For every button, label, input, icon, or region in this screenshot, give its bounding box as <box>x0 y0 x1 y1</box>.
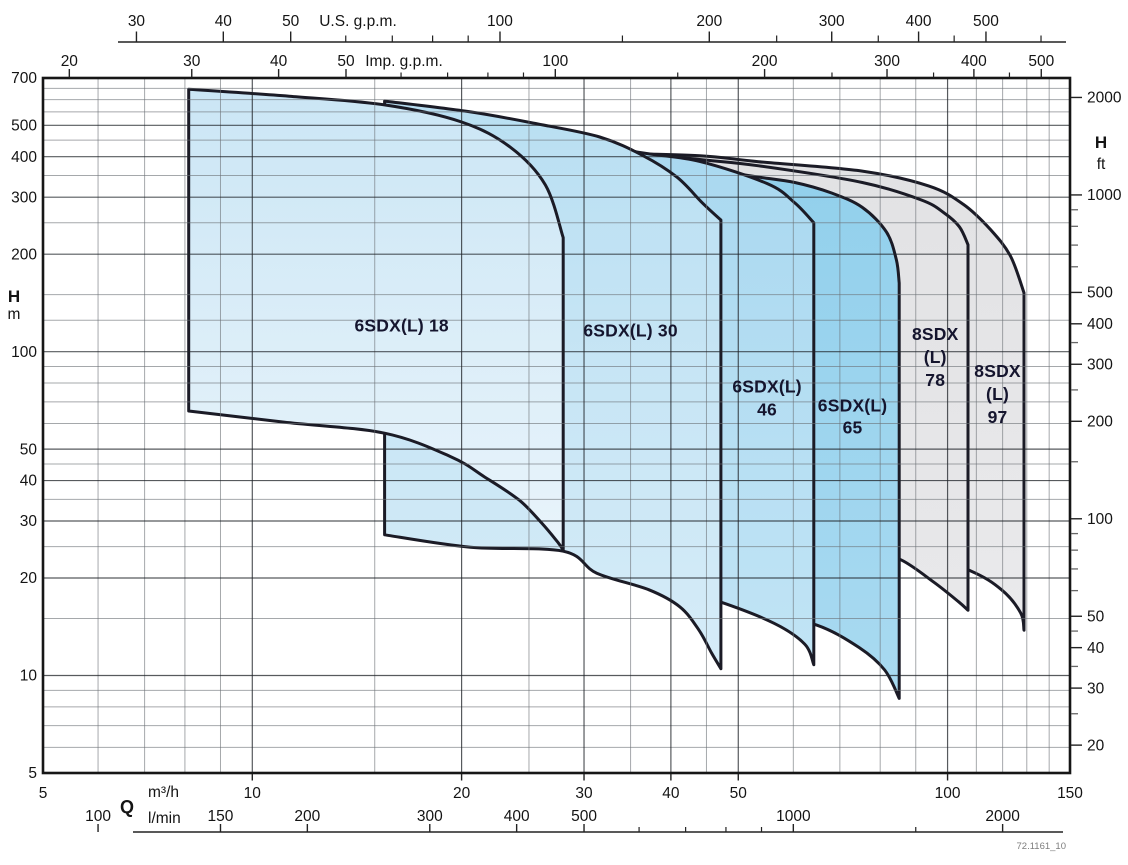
svg-text:100: 100 <box>542 53 568 70</box>
svg-text:400: 400 <box>504 808 530 825</box>
right-axis-unit-ft: ft <box>1097 156 1106 173</box>
svg-text:20: 20 <box>453 785 471 802</box>
right-axis: 2000 1000 500 400 300 200 100 50 40 30 20 <box>1071 90 1122 754</box>
svg-text:20: 20 <box>61 53 79 70</box>
svg-text:10: 10 <box>244 785 262 802</box>
svg-text:30: 30 <box>1087 680 1105 697</box>
plot-frame <box>41 76 1072 775</box>
svg-text:50: 50 <box>730 785 748 802</box>
svg-text:30: 30 <box>183 53 201 70</box>
svg-text:100: 100 <box>85 808 111 825</box>
svg-text:1000: 1000 <box>1087 187 1122 204</box>
svg-text:200: 200 <box>752 53 778 70</box>
svg-text:300: 300 <box>417 808 443 825</box>
svg-text:1000: 1000 <box>776 808 811 825</box>
svg-text:200: 200 <box>294 808 320 825</box>
svg-text:30: 30 <box>128 13 146 30</box>
gridlines <box>43 78 1070 773</box>
svg-text:200: 200 <box>1087 413 1113 430</box>
svg-text:400: 400 <box>1087 316 1113 333</box>
svg-text:20: 20 <box>1087 737 1105 754</box>
bottom-m3h-axis: 5 10 20 30 40 50 100 150 <box>39 774 1083 802</box>
svg-text:40: 40 <box>215 13 233 30</box>
bottom-lmin-axis: 100 150 200 300 400 500 1000 2000 <box>85 808 1063 833</box>
svg-text:500: 500 <box>571 808 597 825</box>
svg-text:150: 150 <box>208 808 234 825</box>
svg-text:5: 5 <box>39 785 48 802</box>
svg-text:400: 400 <box>11 149 37 166</box>
svg-text:100: 100 <box>935 785 961 802</box>
svg-text:40: 40 <box>662 785 680 802</box>
svg-text:500: 500 <box>11 118 37 135</box>
lmin-unit-label: l/min <box>148 810 181 827</box>
svg-text:100: 100 <box>487 13 513 30</box>
svg-text:300: 300 <box>819 13 845 30</box>
left-axis-H-label: H <box>8 287 20 306</box>
svg-text:300: 300 <box>11 189 37 206</box>
m3h-unit-label: m³/h <box>148 784 179 801</box>
svg-text:400: 400 <box>906 13 932 30</box>
svg-text:100: 100 <box>11 344 37 361</box>
svg-text:40: 40 <box>1087 640 1105 657</box>
svg-text:500: 500 <box>1087 285 1113 302</box>
svg-text:30: 30 <box>575 785 593 802</box>
svg-text:150: 150 <box>1057 785 1083 802</box>
left-axis: 700 500 400 300 200 100 50 40 30 20 10 5 <box>11 70 37 782</box>
svg-text:50: 50 <box>20 441 38 458</box>
svg-text:200: 200 <box>696 13 722 30</box>
svg-text:50: 50 <box>1087 608 1105 625</box>
svg-text:50: 50 <box>337 53 355 70</box>
svg-text:40: 40 <box>20 473 38 490</box>
imp-gpm-axis: 20 30 40 50 100 200 300 400 500 <box>61 53 1055 78</box>
svg-text:2000: 2000 <box>1087 90 1122 107</box>
us-gpm-axis: 30 40 50 100 200 300 400 500 <box>118 13 1066 43</box>
us-gpm-axis-title: U.S. g.p.m. <box>319 13 397 30</box>
svg-text:5: 5 <box>28 765 37 782</box>
svg-text:300: 300 <box>874 53 900 70</box>
right-axis-H-label: H <box>1095 133 1107 152</box>
svg-text:30: 30 <box>20 513 38 530</box>
svg-text:300: 300 <box>1087 356 1113 373</box>
svg-text:100: 100 <box>1087 511 1113 528</box>
left-axis-unit-m: m <box>8 306 21 323</box>
svg-text:700: 700 <box>11 70 37 87</box>
svg-text:20: 20 <box>20 570 38 587</box>
q-axis-label: Q <box>120 797 134 817</box>
envelope-6SDX(L) 18 <box>187 87 565 552</box>
svg-text:40: 40 <box>270 53 288 70</box>
svg-text:400: 400 <box>961 53 987 70</box>
svg-text:500: 500 <box>973 13 999 30</box>
svg-text:10: 10 <box>20 668 38 685</box>
drawing-number: 72.1161_10 <box>1017 841 1067 852</box>
svg-text:200: 200 <box>11 246 37 263</box>
svg-text:2000: 2000 <box>985 808 1020 825</box>
svg-text:500: 500 <box>1028 53 1054 70</box>
svg-text:50: 50 <box>282 13 300 30</box>
imp-gpm-axis-title: Imp. g.p.m. <box>365 53 443 70</box>
